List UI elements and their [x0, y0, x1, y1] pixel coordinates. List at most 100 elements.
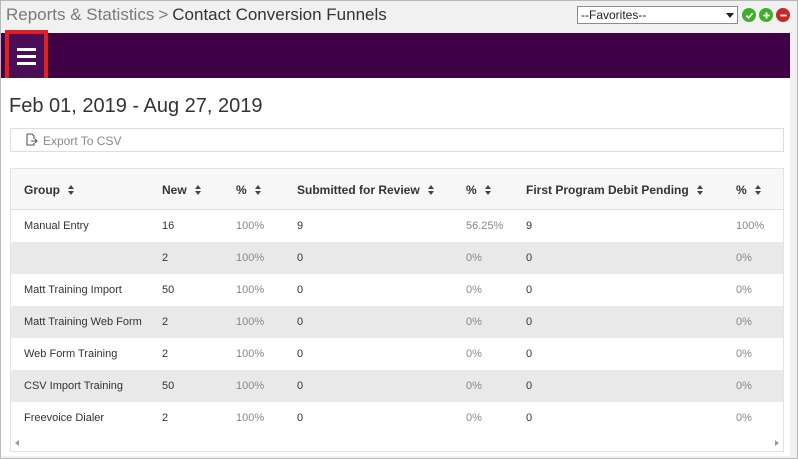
table-row: Web Form Training 2 100% 0 0% 0 0%: [11, 338, 783, 370]
cell-debit: 9: [526, 220, 533, 232]
cell-submitted: 9: [297, 220, 304, 232]
cell-pct3: 0%: [736, 348, 752, 360]
cell-submitted: 0: [297, 412, 304, 424]
cell-pct2: 0%: [466, 316, 482, 328]
cell-pct1: 100%: [236, 252, 265, 264]
cell-pct3: 0%: [736, 316, 752, 328]
page-scrollbar[interactable]: [790, 33, 797, 456]
export-csv-label: Export To CSV: [43, 134, 122, 148]
cell-submitted: 0: [297, 284, 304, 296]
cell-debit: 0: [526, 316, 533, 328]
breadcrumb-parent-link[interactable]: Reports & Statistics: [6, 5, 155, 24]
cell-submitted: 0: [297, 316, 304, 328]
sort-icon: [254, 185, 262, 195]
cell-group: Web Form Training: [24, 348, 118, 360]
page-title: Contact Conversion Funnels: [172, 5, 387, 24]
cell-debit: 0: [526, 380, 533, 392]
cell-new: 2: [162, 348, 169, 360]
cell-group: CSV Import Training: [24, 380, 124, 392]
column-header-new[interactable]: New: [162, 183, 202, 197]
column-header-label: First Program Debit Pending: [526, 183, 689, 197]
table-row: 2 100% 0 0% 0 0%: [11, 242, 783, 274]
table-row: Freevoice Dialer 2 100% 0 0% 0 0%: [11, 402, 783, 434]
breadcrumb-separator: >: [158, 5, 169, 24]
cell-group: Matt Training Web Form: [24, 316, 142, 328]
column-header-submitted[interactable]: Submitted for Review: [297, 183, 435, 197]
sort-icon: [194, 185, 202, 195]
table-row: Matt Training Import 50 100% 0 0% 0 0%: [11, 274, 783, 306]
column-header-submitted-percent[interactable]: %: [466, 183, 492, 197]
cell-pct1: 100%: [236, 284, 265, 296]
cell-pct1: 100%: [236, 316, 265, 328]
horizontal-scrollbar[interactable]: [11, 435, 783, 451]
cell-new: 50: [162, 284, 175, 296]
cell-pct1: 100%: [236, 348, 265, 360]
column-header-label: %: [736, 183, 747, 197]
table-row: Manual Entry 16 100% 9 56.25% 9 100%: [11, 210, 783, 242]
sort-icon: [68, 185, 75, 195]
column-header-label: Submitted for Review: [297, 183, 420, 197]
minus-circle-icon[interactable]: [776, 8, 790, 22]
column-header-label: New: [162, 183, 187, 197]
cell-pct3: 0%: [736, 284, 752, 296]
cell-pct2: 0%: [466, 380, 482, 392]
sort-icon: [696, 185, 704, 195]
cell-new: 16: [162, 220, 175, 232]
column-header-label: %: [466, 183, 477, 197]
favorites-select[interactable]: --Favorites--: [577, 6, 738, 24]
cell-pct2: 0%: [466, 284, 482, 296]
cell-pct3: 0%: [736, 380, 752, 392]
app-header: [1, 33, 790, 78]
table-header: Group New % Submitted for Review % First…: [11, 169, 783, 210]
cell-pct3: 0%: [736, 252, 752, 264]
cell-new: 2: [162, 412, 169, 424]
table-row: Matt Training Web Form 2 100% 0 0% 0 0%: [11, 306, 783, 338]
cell-pct2: 56.25%: [466, 220, 504, 232]
cell-submitted: 0: [297, 380, 304, 392]
cell-pct3: 100%: [736, 220, 765, 232]
cell-debit: 0: [526, 348, 533, 360]
cell-pct3: 0%: [736, 412, 752, 424]
cell-pct1: 100%: [236, 380, 265, 392]
cell-group: Matt Training Import: [24, 284, 122, 296]
cell-pct1: 100%: [236, 412, 265, 424]
scroll-right-icon[interactable]: [775, 440, 779, 446]
cell-new: 2: [162, 252, 169, 264]
export-file-icon: [25, 133, 38, 149]
cell-pct2: 0%: [466, 348, 482, 360]
cell-debit: 0: [526, 252, 533, 264]
cell-debit: 0: [526, 412, 533, 424]
breadcrumb: Reports & Statistics > Contact Conversion …: [6, 5, 387, 25]
cell-group: Manual Entry: [24, 220, 89, 232]
date-range-title: Feb 01, 2019 - Aug 27, 2019: [9, 95, 263, 117]
cell-new: 2: [162, 316, 169, 328]
cell-submitted: 0: [297, 252, 304, 264]
cell-pct2: 0%: [466, 252, 482, 264]
sort-icon: [427, 185, 435, 195]
column-header-label: %: [236, 183, 247, 197]
column-header-debit-pending[interactable]: First Program Debit Pending: [526, 183, 704, 197]
sort-icon: [484, 185, 492, 195]
table-toolbar: Export To CSV: [10, 128, 784, 152]
cell-debit: 0: [526, 284, 533, 296]
cell-group: Freevoice Dialer: [24, 412, 105, 424]
column-header-new-percent[interactable]: %: [236, 183, 262, 197]
column-header-debit-percent[interactable]: %: [736, 183, 762, 197]
top-bar: Reports & Statistics > Contact Conversion …: [1, 1, 797, 32]
chevron-down-icon: [726, 13, 734, 18]
cell-submitted: 0: [297, 348, 304, 360]
table-row: CSV Import Training 50 100% 0 0% 0 0%: [11, 370, 783, 402]
cell-pct2: 0%: [466, 412, 482, 424]
sort-icon: [754, 185, 762, 195]
column-header-label: Group: [24, 183, 60, 197]
cell-new: 50: [162, 380, 175, 392]
check-circle-icon[interactable]: [742, 8, 756, 22]
column-header-group[interactable]: Group: [24, 183, 75, 197]
scroll-left-icon[interactable]: [15, 440, 19, 446]
plus-circle-icon[interactable]: [759, 8, 773, 22]
hamburger-menu-icon[interactable]: [5, 30, 48, 83]
funnel-table: Group New % Submitted for Review % First…: [10, 168, 784, 452]
cell-pct1: 100%: [236, 220, 265, 232]
export-csv-button[interactable]: Export To CSV: [25, 133, 121, 149]
favorites-selected-value: --Favorites--: [581, 8, 647, 22]
